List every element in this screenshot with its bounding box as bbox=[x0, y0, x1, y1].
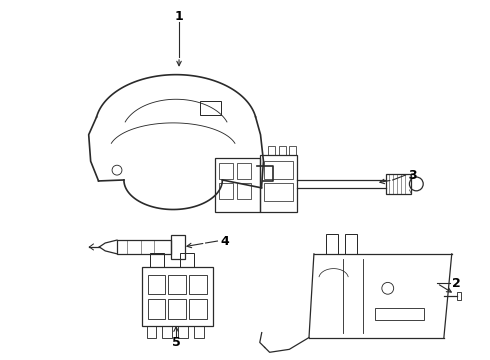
Bar bbox=[180, 253, 194, 267]
Bar bbox=[142, 267, 213, 326]
Bar bbox=[375, 308, 424, 320]
Bar bbox=[194, 326, 204, 338]
Bar bbox=[326, 234, 338, 254]
Bar bbox=[345, 234, 357, 254]
Bar bbox=[216, 158, 260, 212]
Bar bbox=[189, 299, 207, 319]
Bar bbox=[147, 326, 156, 338]
Text: 1: 1 bbox=[174, 10, 183, 23]
Bar bbox=[237, 183, 251, 199]
Bar bbox=[150, 253, 164, 267]
Bar bbox=[117, 240, 171, 254]
Bar bbox=[268, 145, 274, 156]
Bar bbox=[220, 183, 233, 199]
Bar bbox=[147, 275, 165, 294]
Bar bbox=[386, 174, 412, 194]
Bar bbox=[147, 299, 165, 319]
Text: 5: 5 bbox=[172, 336, 180, 349]
Bar bbox=[189, 275, 207, 294]
Bar bbox=[178, 326, 188, 338]
Text: 4: 4 bbox=[221, 235, 230, 248]
Bar bbox=[220, 163, 233, 179]
Bar bbox=[168, 275, 186, 294]
Bar bbox=[168, 299, 186, 319]
Bar bbox=[260, 156, 297, 212]
Bar bbox=[171, 235, 185, 259]
Bar bbox=[457, 292, 461, 300]
Bar bbox=[264, 183, 293, 201]
Bar bbox=[279, 145, 286, 156]
Bar bbox=[200, 101, 221, 115]
Bar bbox=[264, 161, 293, 179]
Bar bbox=[289, 145, 296, 156]
Text: 2: 2 bbox=[452, 277, 461, 290]
Text: 3: 3 bbox=[408, 168, 416, 181]
Bar bbox=[162, 326, 172, 338]
Bar bbox=[237, 163, 251, 179]
